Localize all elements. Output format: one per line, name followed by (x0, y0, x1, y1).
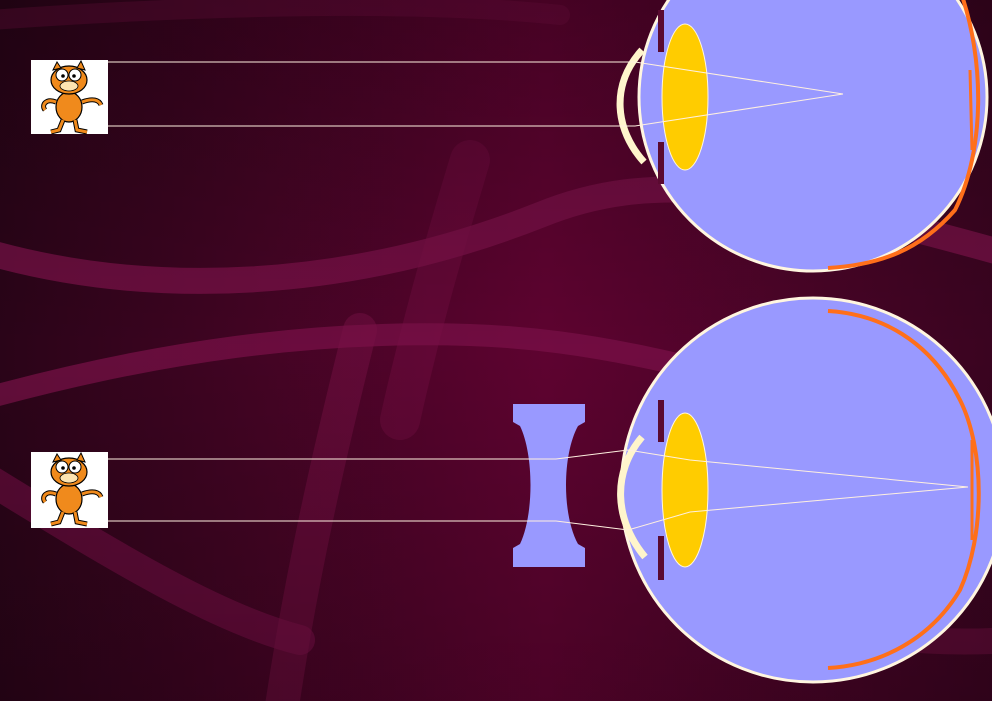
iris-top (658, 400, 664, 442)
uncorrected-eye-panel (31, 0, 989, 273)
light-rays (106, 61, 844, 127)
retina-inner-line (968, 69, 974, 151)
garfield-cartoon-icon (31, 451, 108, 528)
cornea (617, 434, 648, 560)
retina (827, 309, 981, 670)
retina (827, 0, 981, 270)
iris-bottom (658, 536, 664, 580)
eye-lens (661, 412, 709, 568)
eye-lens (661, 23, 709, 171)
eyeball (637, 0, 989, 273)
iris-top (658, 10, 664, 52)
corrected-eye-panel (31, 296, 992, 684)
garfield-cartoon-icon (31, 59, 108, 135)
iris-bottom (658, 142, 664, 184)
corrective-concave-lens (513, 404, 585, 567)
light-rays (106, 449, 969, 531)
